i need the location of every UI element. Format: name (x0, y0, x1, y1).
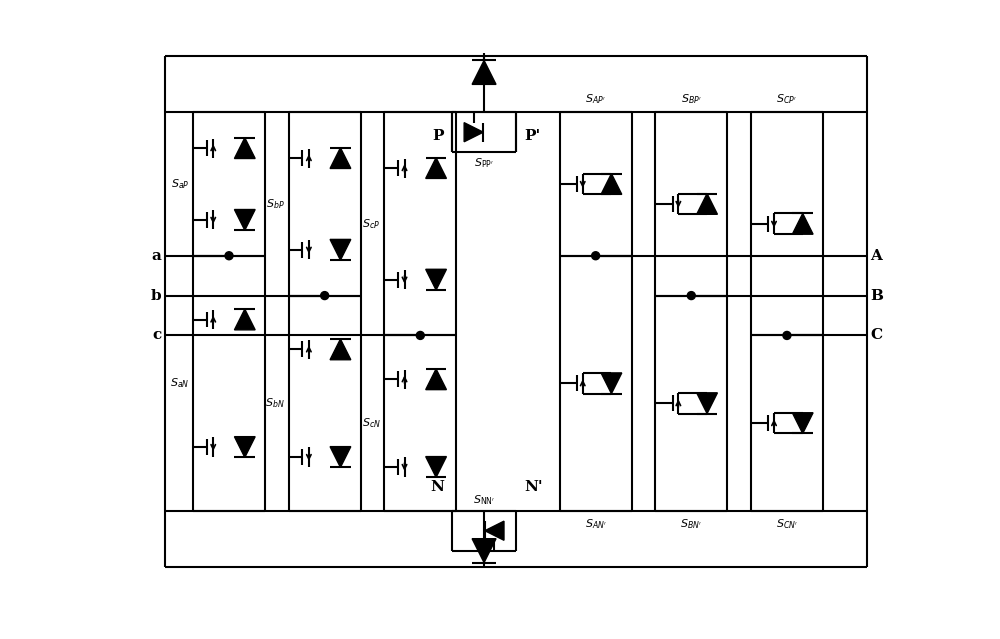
Text: P: P (433, 129, 444, 143)
Polygon shape (234, 138, 255, 158)
Polygon shape (601, 373, 622, 394)
Polygon shape (792, 213, 813, 235)
Polygon shape (330, 240, 351, 260)
Polygon shape (426, 369, 446, 390)
Circle shape (321, 291, 329, 300)
Text: C: C (871, 328, 883, 343)
Polygon shape (234, 309, 255, 330)
Polygon shape (485, 521, 504, 540)
Polygon shape (601, 174, 622, 194)
Polygon shape (330, 148, 351, 169)
Circle shape (687, 291, 695, 300)
Text: B: B (871, 289, 884, 303)
Circle shape (592, 252, 600, 259)
Text: N: N (430, 480, 444, 494)
Polygon shape (426, 269, 446, 290)
Text: $S_{AP'}$: $S_{AP'}$ (585, 92, 606, 106)
Text: $S_{BP'}$: $S_{BP'}$ (681, 92, 702, 106)
Polygon shape (792, 413, 813, 433)
Polygon shape (472, 539, 496, 562)
Polygon shape (464, 123, 483, 142)
Polygon shape (472, 61, 496, 84)
Polygon shape (234, 210, 255, 230)
Text: $S_{bP}$: $S_{bP}$ (266, 197, 285, 211)
Text: $S_{CP'}$: $S_{CP'}$ (776, 92, 798, 106)
Polygon shape (234, 436, 255, 458)
Text: $S_{CN'}$: $S_{CN'}$ (776, 517, 798, 531)
Text: c: c (152, 328, 161, 343)
Text: $S_{bN}$: $S_{bN}$ (265, 396, 285, 410)
Circle shape (783, 332, 791, 339)
Text: $S_{BN'}$: $S_{BN'}$ (680, 517, 702, 531)
Text: $S_{cP}$: $S_{cP}$ (362, 217, 380, 231)
Text: b: b (151, 289, 161, 303)
Text: $S_{\mathrm{PP'}}$: $S_{\mathrm{PP'}}$ (474, 156, 494, 170)
Text: $S_{aP}$: $S_{aP}$ (171, 177, 189, 191)
Text: a: a (151, 249, 161, 263)
Text: $S_{aN}$: $S_{aN}$ (170, 376, 189, 390)
Text: A: A (871, 249, 882, 263)
Text: P': P' (524, 129, 540, 143)
Polygon shape (697, 194, 717, 214)
Polygon shape (697, 393, 717, 413)
Circle shape (225, 252, 233, 259)
Polygon shape (330, 447, 351, 467)
Polygon shape (426, 457, 446, 477)
Text: N': N' (524, 480, 543, 494)
Text: $S_{cN}$: $S_{cN}$ (362, 416, 380, 430)
Text: $S_{AN'}$: $S_{AN'}$ (585, 517, 607, 531)
Text: $S_{\mathrm{NN'}}$: $S_{\mathrm{NN'}}$ (473, 493, 495, 507)
Polygon shape (426, 158, 446, 178)
Circle shape (416, 332, 424, 339)
Polygon shape (330, 339, 351, 360)
